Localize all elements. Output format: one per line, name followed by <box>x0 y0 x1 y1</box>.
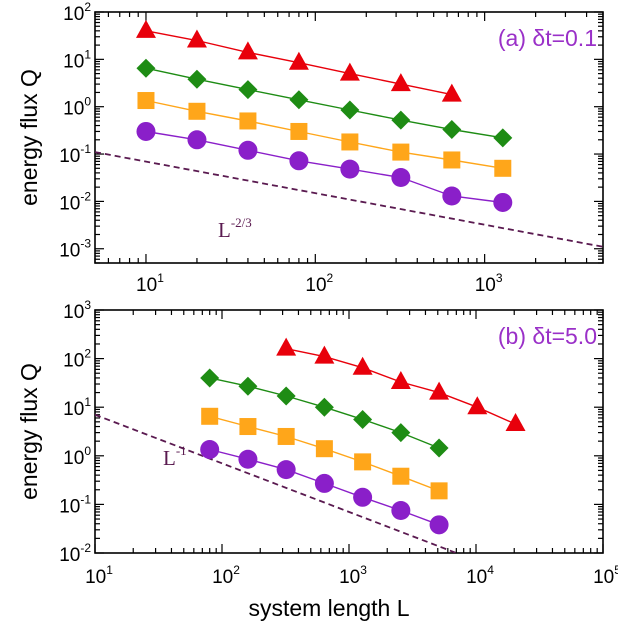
plot-frame <box>94 11 604 264</box>
data-point-circle <box>289 151 309 171</box>
y-tick-label: 102 <box>63 347 91 372</box>
data-point-circle <box>200 439 220 459</box>
data-point-diamond <box>391 110 411 130</box>
data-point-square <box>188 102 206 120</box>
data-point-circle <box>429 515 449 535</box>
data-point-diamond <box>200 368 220 388</box>
panel-label: (a) δt=0.1 <box>498 25 597 51</box>
data-point-circle <box>238 140 258 160</box>
data-point-circle <box>187 130 207 150</box>
data-point-triangle <box>352 356 373 375</box>
data-point-square <box>392 143 410 161</box>
data-point-circle <box>238 449 258 469</box>
data-point-circle <box>391 500 411 520</box>
data-point-square <box>315 440 333 458</box>
data-point-square <box>290 122 308 140</box>
y-tick-label: 101 <box>63 395 91 420</box>
data-point-circle <box>442 186 462 206</box>
x-tick-label: 105 <box>593 563 618 588</box>
data-point-diamond <box>442 119 462 139</box>
y-tick-label: 102 <box>63 0 91 25</box>
reference-line <box>95 151 603 248</box>
data-point-triangle <box>186 29 207 48</box>
reference-line-label: L-2/3 <box>218 215 252 242</box>
panel-b: 101 102 103 104 105 10-2 10-1 100 101 102 103 energ… <box>16 298 618 621</box>
panel-a: 101 102 103 10-3 10-2 10-1 100 101 102 energy flu… <box>16 0 604 296</box>
data-point-circle <box>276 460 296 480</box>
reference-line <box>95 413 457 553</box>
x-tick-label: 102 <box>212 563 240 588</box>
x-tick-label: 101 <box>136 271 164 296</box>
y-tick-label: 103 <box>63 298 91 323</box>
data-point-triangle <box>390 371 411 390</box>
data-point-diamond <box>187 69 207 89</box>
data-point-square <box>277 427 295 445</box>
data-point-diamond <box>136 58 156 78</box>
data-point-diamond <box>276 386 296 406</box>
x-tick-label: 102 <box>305 271 333 296</box>
y-tick-label: 10-2 <box>59 189 91 214</box>
data-point-square <box>392 467 410 485</box>
data-point-diamond <box>314 397 334 417</box>
data-point-triangle <box>237 41 258 60</box>
data-point-square <box>239 418 257 436</box>
data-point-triangle <box>339 62 360 81</box>
data-point-circle <box>493 192 513 212</box>
y-tick-label: 10-1 <box>59 492 91 517</box>
data-point-square <box>443 151 461 169</box>
data-point-diamond <box>238 80 258 100</box>
y-axis-label: energy flux Q <box>16 69 42 206</box>
data-point-triangle <box>390 73 411 92</box>
data-point-diamond <box>238 376 258 396</box>
y-tick-label: 10-2 <box>59 541 91 566</box>
data-point-diamond <box>289 90 309 110</box>
data-point-triangle <box>505 413 526 432</box>
x-axis-label: system length L <box>248 595 409 621</box>
data-point-diamond <box>340 100 360 120</box>
y-tick-label: 100 <box>63 444 91 469</box>
data-point-diamond <box>429 438 449 458</box>
data-point-triangle <box>135 19 156 38</box>
data-point-circle <box>340 159 360 179</box>
data-point-triangle <box>429 381 450 400</box>
data-point-circle <box>136 121 156 141</box>
x-tick-label: 104 <box>466 563 494 588</box>
data-point-circle <box>353 487 373 507</box>
data-point-circle <box>314 473 334 493</box>
data-point-triangle <box>441 83 462 102</box>
data-point-triangle <box>467 396 488 415</box>
data-point-square <box>494 159 512 177</box>
data-point-square <box>137 92 155 110</box>
y-tick-label: 10-1 <box>59 142 91 167</box>
data-point-circle <box>391 167 411 187</box>
data-point-square <box>201 407 219 425</box>
x-tick-label: 101 <box>85 563 113 588</box>
x-tick-label: 103 <box>339 563 367 588</box>
data-point-diamond <box>391 423 411 443</box>
y-tick-label: 100 <box>63 95 91 120</box>
data-point-square <box>341 133 359 151</box>
data-point-square <box>430 482 448 500</box>
reference-line-label: L-1 <box>163 443 187 470</box>
data-point-triangle <box>276 337 297 356</box>
y-tick-label: 10-3 <box>59 237 91 262</box>
y-axis-label: energy flux Q <box>16 363 42 500</box>
series-line-diamond <box>145 67 503 139</box>
data-point-diamond <box>353 409 373 429</box>
x-tick-label: 103 <box>475 271 503 296</box>
y-tick-label: 101 <box>63 47 91 72</box>
panel-label: (b) δt=5.0 <box>498 323 597 349</box>
data-point-square <box>354 453 372 471</box>
data-point-triangle <box>288 51 309 70</box>
data-point-diamond <box>493 128 513 148</box>
data-point-square <box>239 112 257 130</box>
data-point-triangle <box>314 345 335 364</box>
